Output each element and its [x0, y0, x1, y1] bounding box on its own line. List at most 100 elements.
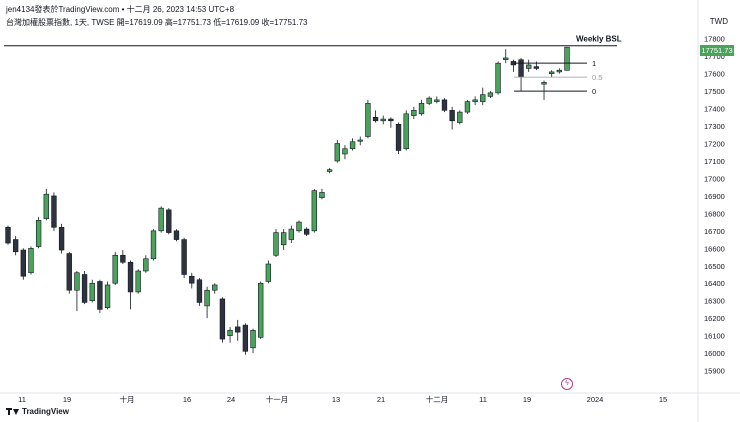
x-tick-label: 13 [332, 395, 340, 404]
candle-body [150, 230, 157, 260]
y-tick-label: 17300 [704, 122, 725, 131]
y-tick-label: 16200 [704, 314, 725, 323]
y-tick-label: 16900 [704, 192, 725, 201]
candle-body [480, 94, 486, 102]
x-tick-label: 21 [377, 395, 385, 404]
x-tick-label: 十二月 [426, 394, 449, 404]
candle-body [97, 281, 103, 310]
candle-body [357, 139, 363, 142]
candle-body [212, 284, 218, 291]
x-tick-label: 十一月 [266, 394, 289, 404]
y-tick-label: 17000 [704, 174, 725, 183]
candle-body [349, 141, 356, 150]
publisher-line: jen4134發表於TradingView.com • 十二月 26, 2023… [6, 5, 235, 14]
candle-body [81, 274, 88, 303]
candle-body [495, 62, 501, 94]
candle-body [411, 110, 417, 116]
y-tick-label: 16300 [704, 297, 725, 306]
candle-body [5, 227, 11, 244]
candle-body [326, 169, 333, 172]
candle-body [533, 66, 540, 69]
candle-body [112, 254, 118, 284]
candle-body [280, 232, 287, 246]
candle-body [189, 275, 195, 284]
weekly-bsl-label: Weekly BSL [576, 35, 622, 44]
y-tick-label: 16000 [704, 349, 725, 358]
event-lightning-icon[interactable]: ϟ [561, 378, 573, 390]
candle-body [20, 249, 26, 277]
candle-body [503, 57, 509, 60]
candle-body [556, 69, 563, 73]
candle-body [526, 64, 532, 69]
candle-body [89, 282, 95, 301]
y-tick-label: 16600 [704, 244, 725, 253]
candle-body [418, 103, 425, 115]
candle-body [219, 298, 226, 340]
candle-body [196, 279, 203, 303]
candle-body [549, 71, 555, 74]
y-tick-label: 16500 [704, 262, 725, 271]
y-tick-label: 17800 [704, 35, 725, 44]
y-tick-label: 17400 [704, 105, 725, 114]
candle-body [403, 113, 409, 150]
x-tick-label: 2024 [587, 395, 604, 404]
fib-level-0-5-label: 0.5 [592, 73, 602, 82]
x-tick-label: 11 [18, 395, 26, 404]
x-tick-label: 19 [63, 395, 71, 404]
candle-body [273, 232, 279, 256]
candle-body [472, 99, 478, 102]
candle-body [441, 99, 448, 111]
candle-body [74, 272, 80, 291]
candle-body [518, 59, 524, 78]
tradingview-logo[interactable]: TradingView [6, 407, 69, 416]
last-price-badge: 17751.73 [700, 45, 734, 56]
candle-body [303, 228, 310, 235]
y-tick-label: 17700 [704, 52, 725, 61]
candle-body [372, 117, 379, 122]
candle-body [43, 193, 49, 219]
candle-body [426, 97, 432, 104]
candle-body [66, 253, 72, 291]
candle-body [235, 326, 241, 333]
candle-body [227, 330, 233, 336]
candle-body [181, 239, 187, 275]
fib-level-0-label: 0 [592, 87, 596, 96]
candle-body [457, 111, 463, 123]
candle-body [173, 230, 180, 240]
candle-body [204, 289, 210, 307]
candle-body [380, 118, 386, 122]
symbol-info-line: 台灣加權股票指數, 1天, TWSE 開=17619.09 高=17751.73… [6, 18, 308, 27]
candle-body [395, 124, 402, 151]
fib-level-1-label: 1 [592, 59, 596, 68]
y-tick-label: 16700 [704, 227, 725, 236]
brand-label: TradingView [22, 407, 69, 416]
candle-body [311, 190, 317, 232]
candle-body [120, 254, 126, 263]
candle-body [143, 258, 149, 272]
candle-body [35, 220, 42, 247]
x-tick-label: 11 [479, 395, 487, 404]
candle-body [342, 148, 348, 155]
x-tick-label: 19 [523, 395, 531, 404]
candle-body [158, 207, 164, 232]
candle-body [51, 195, 57, 228]
candle-body [564, 46, 570, 71]
candle-body [265, 263, 272, 282]
candle-body [388, 118, 394, 122]
x-tick-label: 15 [659, 395, 667, 404]
candle-body [487, 92, 494, 97]
x-tick-label: 24 [227, 395, 235, 404]
candle-body [166, 209, 172, 233]
candle-body [127, 261, 134, 293]
x-tick-label: 16 [183, 395, 191, 404]
y-tick-label: 16400 [704, 279, 725, 288]
candle-body [242, 324, 249, 352]
candle-body [434, 99, 440, 102]
y-tick-label: 16100 [704, 332, 725, 341]
candle-body [288, 228, 295, 240]
x-tick-label: 十月 [120, 394, 135, 404]
candle-body [464, 101, 471, 113]
candle-body [258, 282, 264, 338]
y-tick-label: 17500 [704, 87, 725, 96]
